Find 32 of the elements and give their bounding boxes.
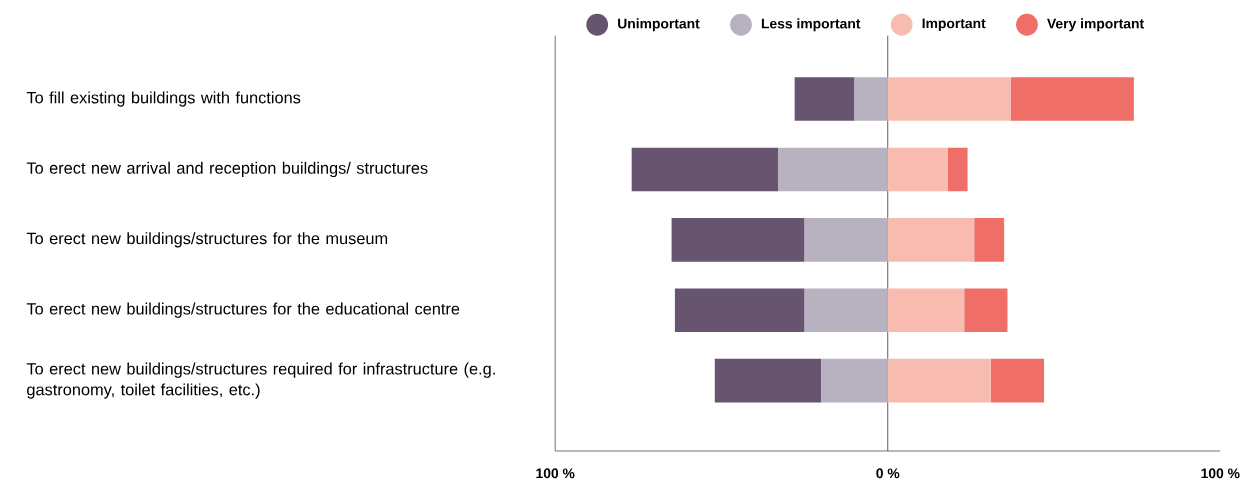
y-tick-label: To erect new arrival and reception buildings/ structures — [26, 161, 428, 178]
legend-label: Very important — [1047, 18, 1144, 32]
y-tick-label: To fill existing buildings with functions — [26, 91, 301, 107]
x-tick-label: 100 % — [536, 468, 575, 479]
x-tick-label: 0 % — [876, 468, 900, 479]
bar — [804, 288, 888, 333]
bar — [887, 218, 975, 262]
bar — [887, 288, 965, 333]
bar — [821, 358, 888, 403]
x-tick-label: 100 % — [1201, 468, 1240, 479]
bar — [804, 218, 888, 262]
bar — [671, 218, 805, 262]
bar — [964, 288, 1008, 333]
bar — [854, 77, 888, 122]
bar — [887, 358, 991, 403]
legend-label: Important — [922, 18, 986, 32]
bar — [714, 358, 822, 403]
y-tick-label: To erect new buildings/structures required for infrastructure (e.g. gastronomy, toilet facilities, etc.) — [26, 362, 495, 399]
bar — [947, 147, 968, 192]
bar — [794, 77, 855, 122]
legend-label: Less important — [761, 18, 861, 32]
bar — [887, 77, 1011, 121]
legend-label: Unimportant — [618, 18, 700, 32]
bar — [1010, 77, 1134, 121]
bar — [990, 358, 1045, 403]
bar — [974, 218, 1005, 262]
bar — [674, 288, 805, 333]
bar — [778, 147, 888, 192]
bar — [887, 147, 948, 192]
y-tick-label: To erect new buildings/structures for the educational centre — [26, 302, 460, 318]
bar — [631, 147, 778, 192]
y-tick-label: To erect new buildings/structures for the museum — [26, 232, 388, 248]
